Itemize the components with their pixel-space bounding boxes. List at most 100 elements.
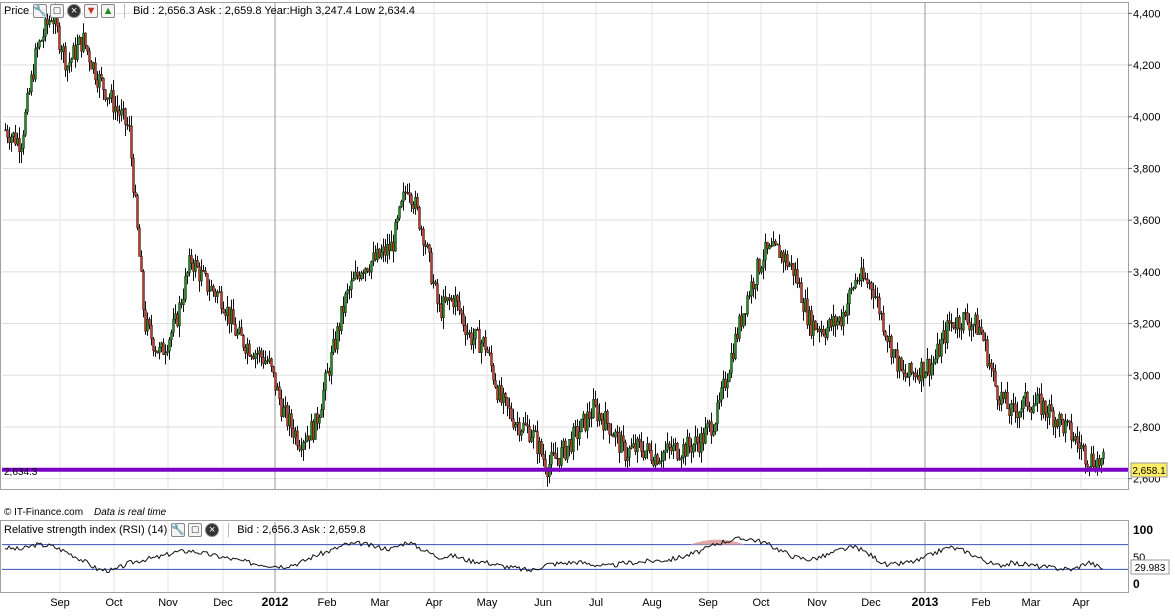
candle-body [184,275,187,300]
candle-body [156,350,159,354]
close-icon[interactable]: × [67,4,82,18]
candle-body [158,347,161,354]
candle-body [12,132,15,137]
candle-body [382,246,385,253]
rsi-y-tick-label: 0 [1133,577,1140,591]
candle-body [328,371,331,376]
last-price-value: 2,658.1 [1132,466,1166,477]
candle-body [20,148,23,153]
candle-body [1050,404,1053,412]
candle-body [390,241,393,252]
candle-body [552,451,555,454]
close-icon[interactable]: × [205,523,220,537]
x-tick-label: Nov [158,597,178,609]
candle-body [854,279,857,289]
move-down-icon[interactable]: ▼ [84,4,99,18]
price-y-tick-label: 3,800 [1133,163,1161,175]
candle-body [248,343,251,357]
candle-body [1030,409,1033,413]
candle-body [444,296,447,302]
candle-body [736,333,739,339]
candle-body [818,328,821,333]
candle-body [640,441,643,452]
candle-body [232,309,235,325]
candle-body [1058,414,1061,427]
candle-body [1082,445,1085,447]
candle-body [218,291,221,293]
candle-body [378,248,381,258]
candle-body [310,421,313,441]
move-up-icon[interactable]: ▲ [101,4,116,18]
wrench-icon[interactable]: 🔧 [33,4,48,18]
candle-body [274,372,277,391]
candle-body [924,372,927,379]
time-x-axis: Sep Oct Nov Dec 2012 Feb Mar Apr May Jun Jul Aug Sep… [50,595,1090,609]
x-tick-label: Oct [105,597,122,609]
rsi-series-layer [2,536,1128,574]
maximize-icon[interactable]: □ [188,523,203,537]
candle-body [978,326,981,335]
candle-body [806,298,809,326]
candle-body [1068,420,1071,423]
maximize-icon[interactable]: □ [50,4,65,18]
candle-body [258,350,261,355]
x-tick-label: 2012 [262,595,289,609]
candlestick-series [4,3,1105,487]
candle-body [658,461,661,465]
candle-body [646,443,649,451]
candle-body [644,450,647,459]
x-tick-label: Jun [534,597,552,609]
candle-body [882,312,885,332]
candle-body [28,91,31,94]
candle-body [764,241,767,261]
candle-body [666,443,669,451]
candle-body [704,427,707,444]
candle-body [1084,445,1087,465]
candle-body [434,281,437,284]
candle-body [210,285,213,291]
candle-body [468,332,471,334]
wrench-icon[interactable]: 🔧 [171,523,186,537]
candle-body [600,413,603,421]
candle-body [360,272,363,280]
candle-body [618,432,621,453]
candle-body [768,245,771,249]
candle-body [152,338,155,351]
candle-body [616,431,619,434]
candle-body [488,352,491,354]
candle-body [464,325,467,336]
candle-body [1016,411,1019,419]
candle-body [270,358,273,367]
candle-body [710,421,713,436]
candle-body [202,269,205,272]
candle-body [384,246,387,256]
candle-body [908,363,911,378]
candle-body [1056,419,1059,427]
candle-body [624,442,627,462]
candle-body [212,285,215,292]
candle-body [590,417,593,419]
candle-body [472,338,475,346]
candle-body [718,399,721,403]
candle-body [268,358,271,362]
candle-body [572,427,575,452]
candle-body [92,62,95,70]
price-y-tick-label: 2,800 [1133,422,1161,434]
candle-body [918,374,921,382]
candle-body [838,316,841,322]
candle-body [392,241,395,252]
candle-body [96,79,99,88]
candle-body [684,444,687,457]
candle-body [428,244,431,253]
candle-body [294,430,297,438]
candle-body [292,428,295,438]
candle-body [352,278,355,282]
candle-body [950,322,953,324]
candle-body [364,268,367,274]
candle-body [556,457,559,460]
candle-body [278,386,281,399]
candle-body [224,312,227,316]
candle-body [636,438,639,453]
